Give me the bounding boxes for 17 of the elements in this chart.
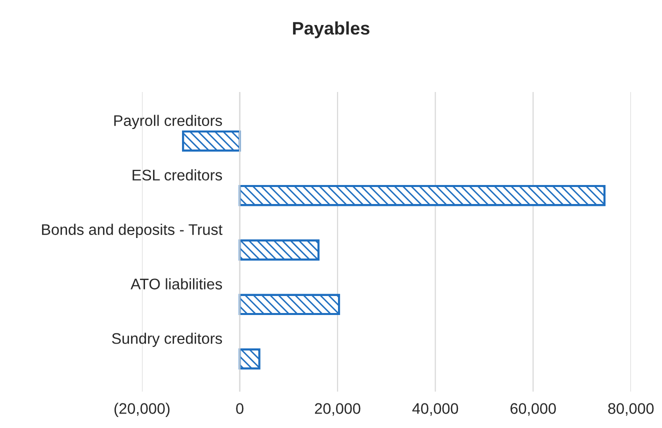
bar — [238, 239, 320, 261]
y-tick-label: Sundry creditors — [112, 332, 222, 347]
y-tick-label: Bonds and deposits - Trust — [42, 224, 222, 238]
x-tick-label: 80,000 — [608, 403, 654, 416]
bar — [182, 130, 241, 152]
y-tick-label: Payroll creditors — [114, 114, 222, 130]
y-tick-label: ESL creditors — [132, 169, 222, 181]
x-tick-label: 0 — [236, 403, 244, 414]
x-tick-label: 60,000 — [510, 403, 556, 416]
x-tick-label: 20,000 — [314, 403, 360, 416]
bar — [238, 348, 260, 370]
bar — [238, 294, 340, 316]
chart-title: Payables — [293, 21, 370, 38]
y-tick-label: ATO liabilities — [130, 278, 222, 290]
bar — [238, 184, 606, 206]
x-tick-label: (20,000) — [114, 402, 170, 417]
x-tick-label: 40,000 — [412, 403, 458, 416]
